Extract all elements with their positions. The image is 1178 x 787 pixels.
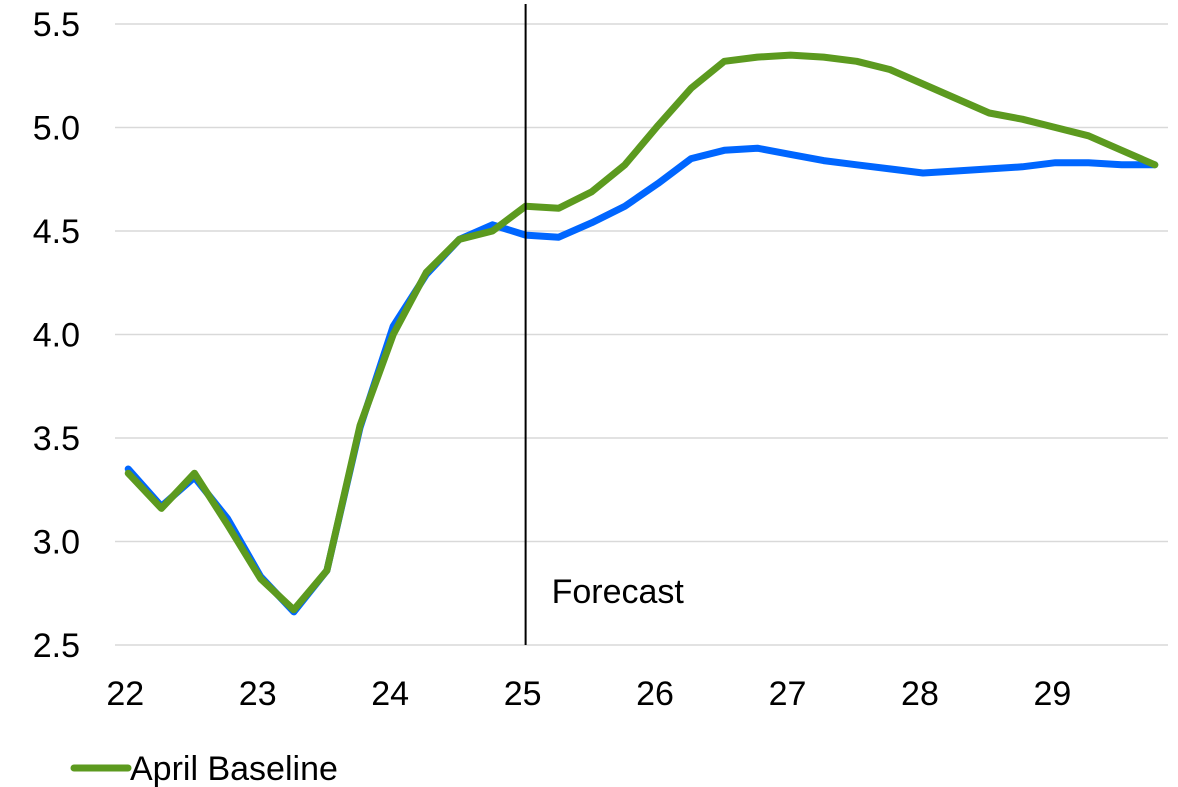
x-tick-label: 25 [504,675,542,713]
y-tick-label: 3.0 [33,524,80,562]
y-tick-label: 5.0 [33,110,80,148]
x-tick-label: 24 [371,675,409,713]
x-axis-tick-labels: 22 23 24 25 26 27 28 29 [106,675,1071,713]
legend-label-april-baseline: April Baseline [130,750,338,787]
x-tick-label: 22 [106,675,144,713]
x-tick-label: 26 [636,675,674,713]
x-tick-label: 28 [901,675,939,713]
y-tick-label: 4.5 [33,213,80,251]
y-axis-tick-labels: 2.5 3.0 3.5 4.0 4.5 5.0 5.5 [33,6,80,665]
series-lines [124,51,1159,616]
y-tick-label: 5.5 [33,6,80,44]
y-tick-label: 4.0 [33,317,80,355]
gridlines [115,23,1168,646]
series-line-april-baseline [124,51,1159,614]
x-tick-label: 27 [769,675,807,713]
legend: April Baseline [70,750,338,787]
y-tick-label: 3.5 [33,420,80,458]
forecast-annotation: Forecast [552,573,685,611]
x-tick-label: 23 [239,675,277,713]
x-tick-label: 29 [1034,675,1072,713]
series-line-blue [124,144,1159,616]
y-tick-label: 2.5 [33,627,80,665]
